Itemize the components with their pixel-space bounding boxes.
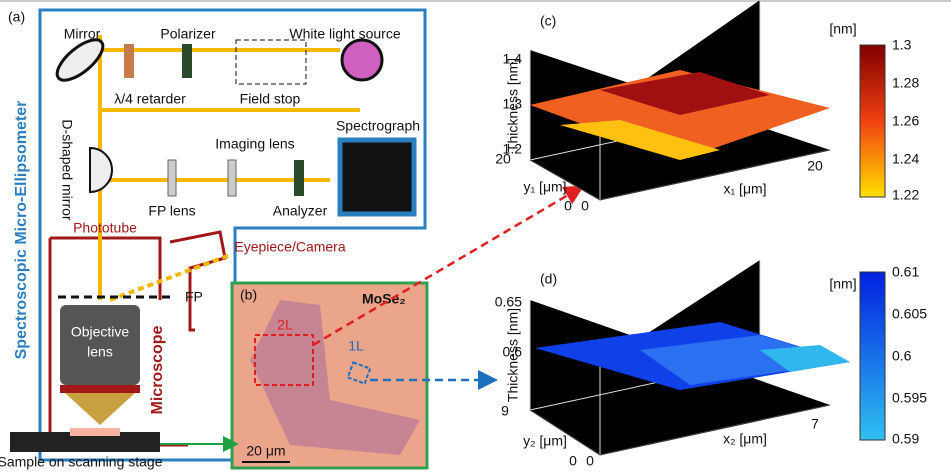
imaging-lens-icon xyxy=(228,160,236,196)
objective-tip xyxy=(65,393,135,425)
z-tick-label: 1.3 xyxy=(503,96,523,112)
colorbar-tick-label: 1.22 xyxy=(892,187,919,203)
d-mirror-icon xyxy=(90,148,112,192)
component-label: Polarizer xyxy=(160,26,216,42)
component-label: Spectrograph xyxy=(336,118,420,134)
y-tick-label: 0 xyxy=(569,453,577,469)
colorbar-tick-label: 1.26 xyxy=(892,113,919,129)
colorbar xyxy=(860,45,885,197)
panel-d: (d) Thickness [nm] 0.6 0.65 y₂ [μm] 9 0 … xyxy=(495,260,927,469)
y-tick-label: 20 xyxy=(495,151,511,167)
component-label: Sample on scanning stage xyxy=(0,454,163,470)
light-source-icon xyxy=(342,40,382,80)
colorbar-tick-label: 1.24 xyxy=(892,151,919,167)
component-label: D-shaped mirror xyxy=(59,119,75,220)
x-axis-label: x₁ [μm] xyxy=(723,181,766,197)
scale-label: 20 μm xyxy=(246,443,285,459)
spectrograph-icon xyxy=(340,140,414,214)
colorbar-tick-label: 0.6 xyxy=(892,348,912,364)
component-label: Imaging lens xyxy=(215,136,294,152)
region-label: 1L xyxy=(348,338,364,354)
panel-b: (b) MoSe₂ 2L 1L 20 μm xyxy=(232,283,427,468)
z-tick-label: 0.65 xyxy=(495,294,522,310)
panel-label: (d) xyxy=(540,271,557,287)
component-label: Phototube xyxy=(73,220,137,236)
component-label: λ/4 retarder xyxy=(114,91,186,107)
panel-label: (b) xyxy=(240,287,257,303)
y-axis-label: y₂ [μm] xyxy=(523,433,567,449)
sample-icon xyxy=(70,428,120,436)
x-tick-label: 0 xyxy=(586,453,594,469)
analyzer-icon xyxy=(294,160,304,196)
colorbar-tick-label: 0.595 xyxy=(892,390,927,406)
objective-band xyxy=(60,385,140,393)
colorbar-tick-label: 0.605 xyxy=(892,306,927,322)
retarder-icon xyxy=(124,44,134,78)
component-label: Objective xyxy=(71,324,130,340)
x-tick-label: 7 xyxy=(811,416,819,432)
colorbar xyxy=(860,272,885,440)
figure: (a) Spectroscopic Micro-Ellipsometer Mir… xyxy=(0,0,951,470)
component-label: Analyzer xyxy=(273,203,328,219)
panel-label: (c) xyxy=(540,13,556,29)
colorbar-tick-label: 1.3 xyxy=(892,37,912,53)
component-label: Mirror xyxy=(64,26,101,42)
colorbar-unit: [nm] xyxy=(829,276,856,292)
colorbar-tick-label: 1.28 xyxy=(892,75,919,91)
polarizer-icon xyxy=(182,44,192,78)
component-label: White light source xyxy=(289,26,400,42)
colorbar-tick-label: 0.61 xyxy=(892,264,919,280)
component-label: Eyepiece/Camera xyxy=(234,239,345,255)
component-label: FP lens xyxy=(148,203,195,219)
panel-c: (c) Thickness [nm] 1.2 1.3 1.4 y₁ [μm] 2… xyxy=(495,0,919,214)
y-tick-label: 0 xyxy=(564,198,572,214)
z-tick-label: 0.6 xyxy=(503,344,523,360)
component-label: FP xyxy=(185,289,203,305)
z-tick-label: 1.4 xyxy=(503,51,523,67)
x-tick-label: 0 xyxy=(581,198,589,214)
component-label: lens xyxy=(87,344,113,360)
y-axis-label: y₁ [μm] xyxy=(523,179,566,195)
x-axis-label: x₂ [μm] xyxy=(723,431,767,447)
colorbar-unit: [nm] xyxy=(829,21,856,37)
y-tick-label: 9 xyxy=(501,403,509,419)
fp-lens-icon xyxy=(168,160,176,196)
component-label: Field stop xyxy=(240,91,301,107)
microscope-label: Microscope xyxy=(149,325,166,414)
region-label: 2L xyxy=(277,317,293,333)
x-tick-label: 20 xyxy=(807,158,823,174)
instrument-title: Spectroscopic Micro-Ellipsometer xyxy=(13,101,30,360)
field-stop-box xyxy=(236,40,306,84)
panel-label: (a) xyxy=(8,9,25,25)
colorbar-tick-label: 0.59 xyxy=(892,431,919,447)
